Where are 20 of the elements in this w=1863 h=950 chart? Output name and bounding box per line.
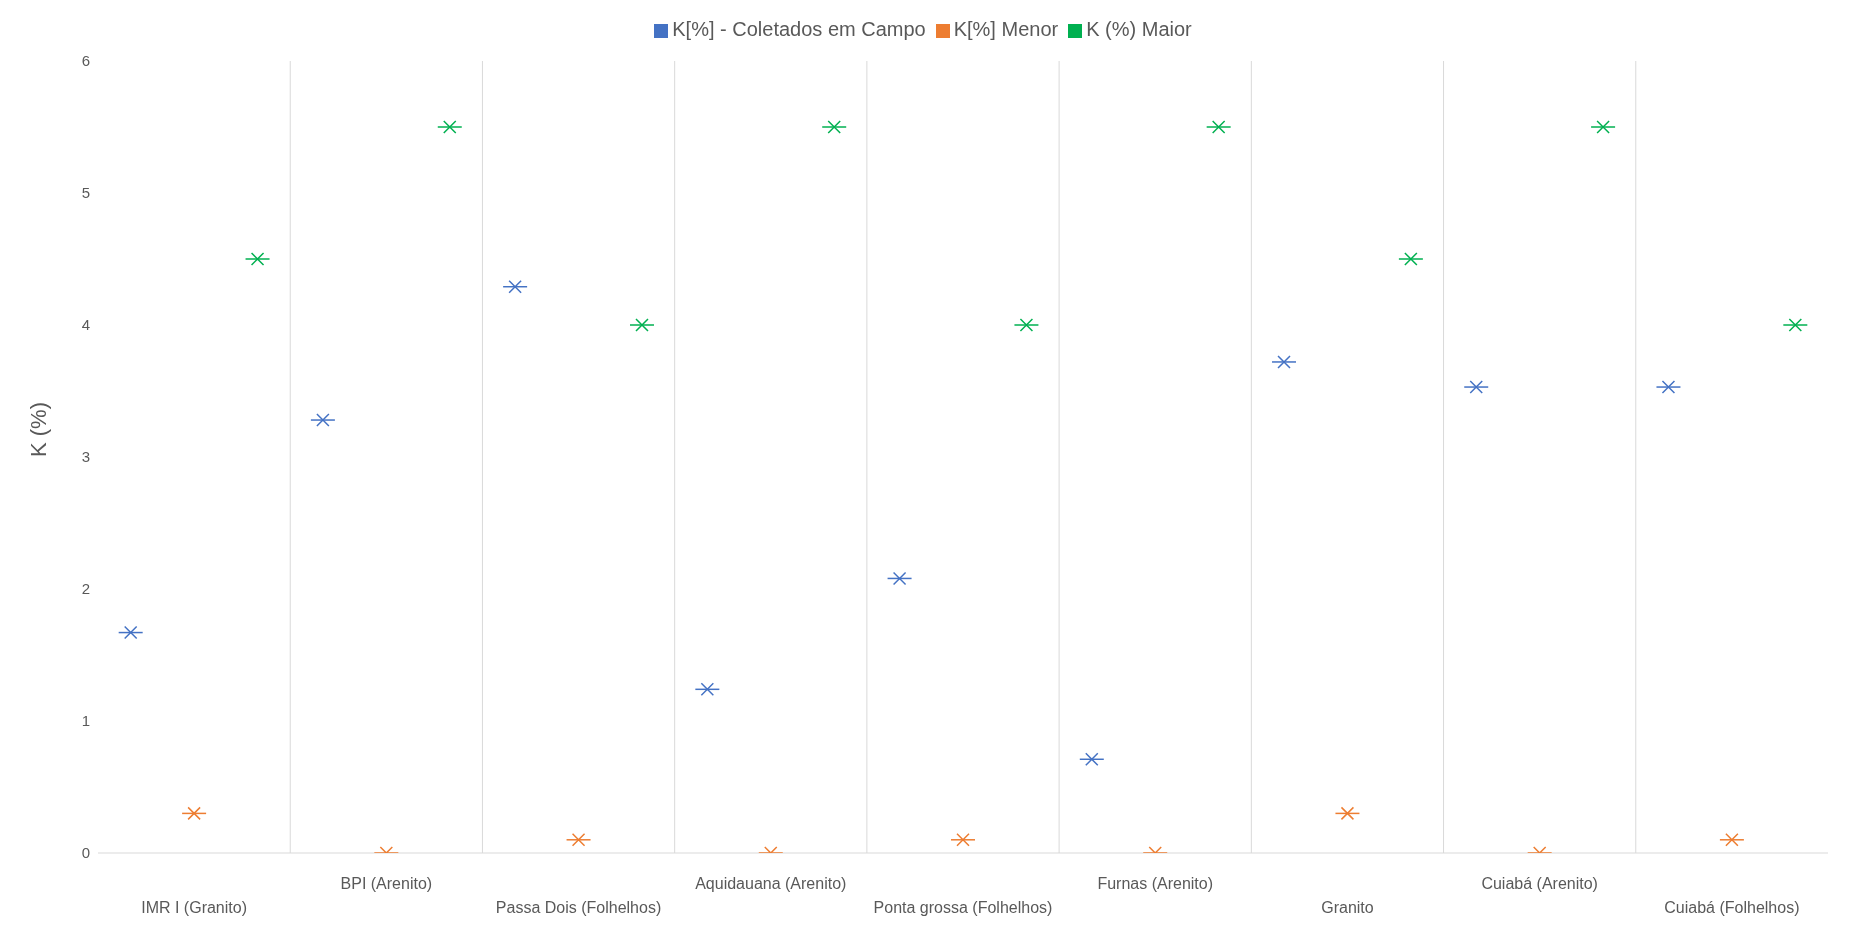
y-axis-title: K (%) (25, 402, 51, 457)
x-tick-label: Ponta grossa (Folhelhos) (873, 899, 1053, 916)
x-tick-label: Granito (1321, 899, 1374, 916)
x-tick-label: Furnas (Arenito) (1097, 875, 1214, 892)
y-tick-label: 6 (81, 52, 90, 70)
x-tick-label: Passa Dois (Folhelhos) (495, 899, 662, 916)
y-tick-label: 4 (81, 316, 90, 334)
x-tick-label: Aquidauana (Arenito) (695, 875, 847, 892)
y-tick-label: 2 (81, 580, 90, 598)
legend-label: K (%) Maior (1086, 18, 1192, 40)
y-tick-label: 0 (81, 844, 90, 862)
x-tick-label: Cuiabá (Folhelhos) (1664, 899, 1800, 916)
legend-label: K[%] - Coletados em Campo (672, 18, 926, 40)
y-tick-label: 5 (81, 184, 90, 202)
y-tick-label: 3 (81, 448, 90, 466)
legend-label: K[%] Menor (953, 18, 1059, 40)
x-tick-label: IMR I (Granito) (141, 899, 248, 916)
x-tick-label: Cuiabá (Arenito) (1481, 875, 1598, 892)
x-tick-label: BPI (Arenito) (340, 875, 433, 892)
y-tick-label: 1 (81, 712, 90, 730)
